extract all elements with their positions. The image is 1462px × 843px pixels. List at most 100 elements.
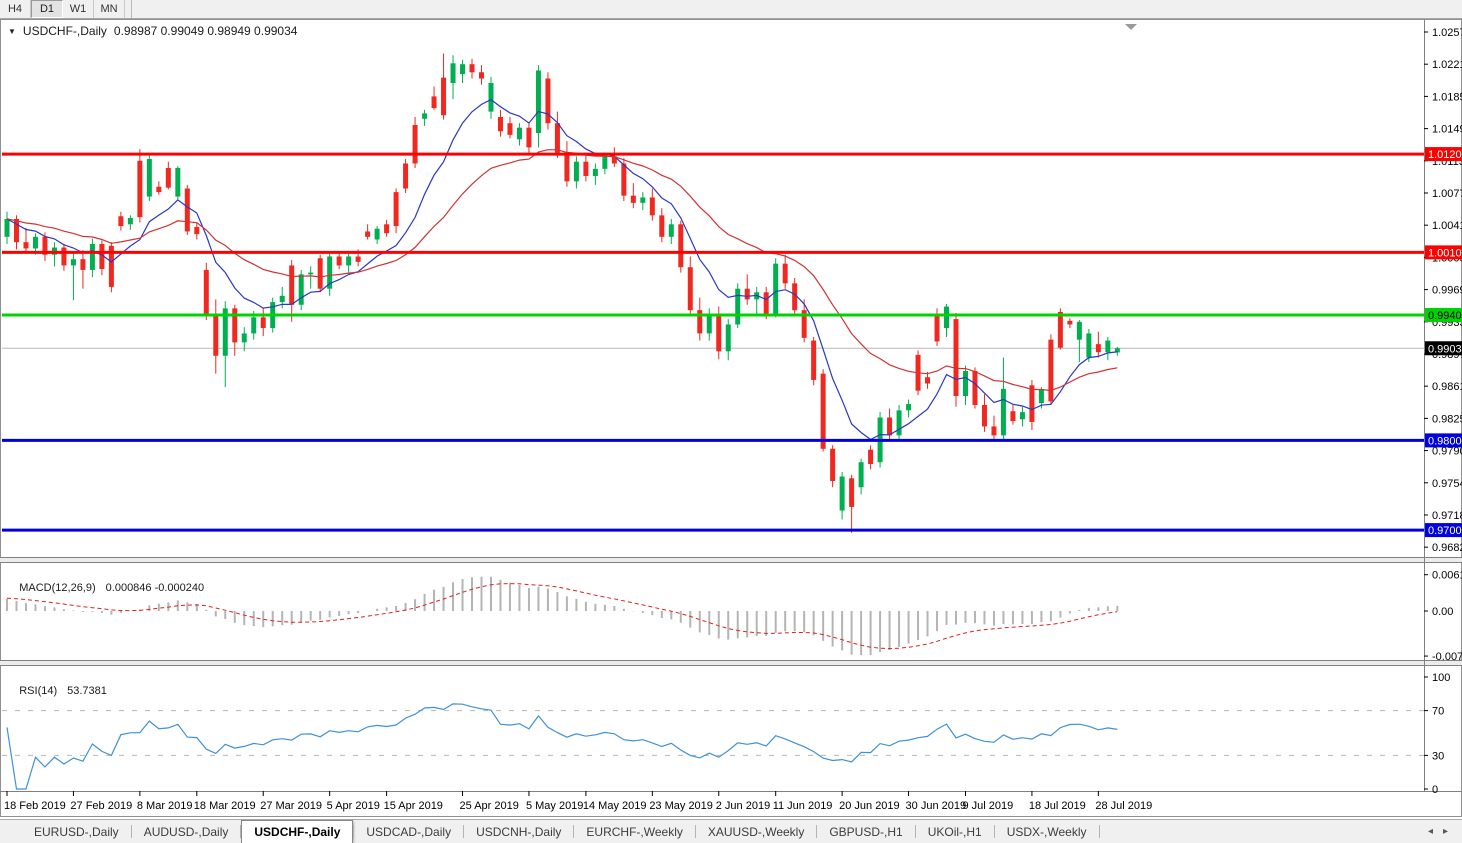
tab-scroll-arrows: ◂ ▸: [1428, 820, 1462, 843]
tab-separator: [694, 825, 696, 838]
chart-symbol-label: USDCHF-,Daily: [22, 24, 107, 38]
chart-tab-gbpusd[interactable]: GBPUSD-,H1: [829, 824, 903, 839]
candle-body: [61, 247, 67, 266]
price-badge-label: 0.99406: [1428, 310, 1462, 322]
date-axis-label: 11 Jun 2019: [773, 800, 833, 812]
candle-body: [441, 77, 447, 116]
tab-separator: [573, 825, 575, 838]
timeframe-button-w1[interactable]: W1: [63, 0, 94, 18]
price-badge: [1425, 433, 1462, 448]
tab-separator: [993, 825, 995, 838]
candle-body: [592, 168, 598, 176]
date-axis: 18 Feb 2019 27 Feb 2019 8 Mar 2019 18 Mar 2…: [4, 791, 1152, 812]
candle-body: [308, 272, 314, 275]
timeframe-button-d1[interactable]: D1: [31, 0, 63, 18]
candle-body: [535, 70, 541, 134]
candle-body: [934, 313, 940, 342]
candle-body: [630, 195, 636, 203]
chart-tab-audusd[interactable]: AUDUSD-,Daily: [143, 824, 229, 839]
candle-body: [497, 116, 503, 132]
candle-body: [1038, 389, 1044, 404]
rsi-axis-label: 30: [1432, 750, 1444, 762]
price-axis-label: 1.00410: [1432, 220, 1462, 232]
chart-tab-eurusd[interactable]: EURUSD-,Daily: [34, 824, 119, 839]
candle-body: [374, 228, 380, 240]
date-axis-label: 9 Jul 2019: [962, 800, 1013, 812]
candle-body: [962, 370, 968, 397]
panel-separator[interactable]: [0, 557, 1462, 562]
candle-body: [649, 197, 655, 216]
date-axis-label: 8 Mar 2019: [137, 800, 193, 812]
tabbar-padding: [0, 820, 22, 843]
chart-shift-marker-icon[interactable]: [1125, 24, 1137, 30]
date-axis-label: 25 Apr 2019: [460, 800, 519, 812]
date-axis-label: 18 Mar 2019: [194, 800, 256, 812]
candle-body: [1086, 333, 1092, 358]
timeframe-button-h4[interactable]: H4: [0, 0, 31, 18]
candle-body: [32, 236, 38, 249]
chart-tab-ukoil[interactable]: UKOil-,H1: [927, 824, 982, 839]
candle-body: [279, 295, 285, 303]
macd-axis-label: -0.0076120: [1432, 651, 1462, 663]
chart-tab-eurchf[interactable]: EURCHF-,Weekly: [586, 824, 683, 839]
symbol-dropdown-icon[interactable]: ▼: [8, 26, 16, 36]
date-axis-label: 5 May 2019: [526, 800, 583, 812]
candle-body: [213, 314, 219, 356]
candle-body: [1019, 412, 1025, 420]
chart-tab-xauusd[interactable]: XAUUSD-,Weekly: [707, 824, 805, 839]
macd-indicator-label: MACD(12,26,9) 0.000846 -0.000240: [7, 570, 204, 606]
candle-body: [89, 243, 95, 270]
chart-tab-usdcad[interactable]: USDCAD-,Daily: [366, 824, 452, 839]
candle-body: [725, 324, 731, 352]
price-axis-label: 1.02210: [1432, 59, 1462, 71]
candle-body: [156, 186, 162, 193]
candle-body: [222, 308, 228, 356]
panel-separator[interactable]: [0, 660, 1462, 665]
chart-tab-usdcnh[interactable]: USDCNH-,Daily: [476, 824, 562, 839]
candle-body: [336, 256, 342, 266]
candle-body: [298, 274, 304, 305]
tab-scroll-left-icon[interactable]: ◂: [1427, 826, 1433, 837]
candle-body: [4, 218, 10, 237]
candle-body: [564, 152, 570, 182]
candle-body: [602, 156, 608, 169]
candle-body: [1010, 411, 1016, 422]
price-axis-label: 0.96820: [1432, 542, 1462, 554]
timeframe-button-mn[interactable]: MN: [94, 0, 125, 18]
tab-scroll-right-icon[interactable]: ▸: [1442, 826, 1448, 837]
chart-tab-usdx[interactable]: USDX-,Weekly: [1006, 824, 1087, 839]
candle-body: [403, 163, 409, 189]
candle-body: [621, 163, 627, 196]
price-badge: [1425, 245, 1462, 260]
candle-body: [868, 449, 874, 464]
candle-body: [479, 72, 484, 79]
candle-body: [23, 242, 29, 249]
date-axis-label: 18 Feb 2019: [4, 800, 66, 812]
macd-panel: [6, 576, 1119, 656]
candle-body: [735, 288, 741, 325]
chart-title: ▼ USDCHF-,Daily 0.98987 0.99049 0.98949 …: [8, 24, 297, 38]
tab-separator: [914, 825, 916, 838]
price-badge: [1425, 523, 1462, 538]
price-badge: [1425, 147, 1462, 162]
candle-body: [858, 462, 864, 488]
candle-body: [184, 188, 190, 232]
candle-body: [697, 310, 703, 334]
tab-separator: [1098, 825, 1100, 838]
price-badge: [1425, 307, 1462, 322]
candle-body: [203, 269, 209, 315]
candle-body: [108, 245, 114, 287]
candle-body: [944, 306, 950, 329]
candle-body: [365, 231, 371, 237]
candle-body: [611, 156, 617, 164]
candle-body: [744, 288, 750, 300]
rsi-axis-label: 100: [1432, 672, 1450, 684]
candle-body: [763, 292, 769, 314]
candle-body: [118, 216, 124, 227]
candle-body: [801, 310, 807, 338]
chart-tab-usdchf[interactable]: USDCHF-,Daily: [241, 820, 354, 843]
price-badge-label: 0.97001: [1428, 525, 1462, 537]
date-axis-label: 23 May 2019: [649, 800, 713, 812]
price-badge-label: 1.00106: [1428, 247, 1462, 259]
candle-body: [137, 160, 143, 218]
